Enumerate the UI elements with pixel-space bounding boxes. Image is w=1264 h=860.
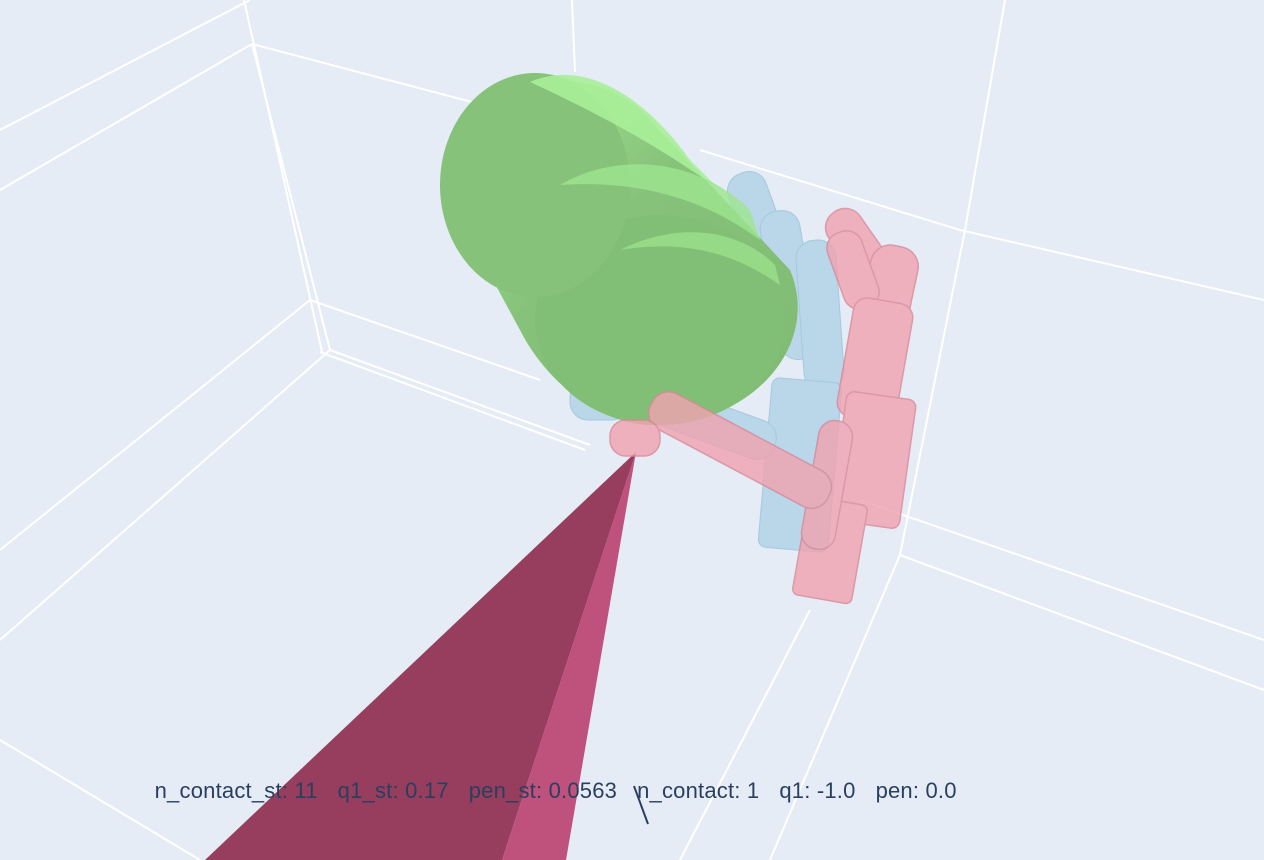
grasp-object-cylinder xyxy=(440,73,798,426)
hand-final-pose xyxy=(609,207,919,605)
n-contact-text: n_contact: 1 xyxy=(637,778,760,803)
n-contact-st-text: n_contact_st: 11 xyxy=(154,778,318,803)
pen-st-text: pen_st: 0.0563 xyxy=(468,778,618,803)
annotation-pointer xyxy=(633,785,649,825)
pen-text: pen: 0.0 xyxy=(875,778,957,803)
q1-text: q1: -1.0 xyxy=(779,778,856,803)
robot-arm xyxy=(205,452,636,860)
metrics-annotation: n_contact_st: 11 q1_st: 0.17 pen_st: 0.056… xyxy=(142,752,977,804)
q1-st-text: q1_st: 0.17 xyxy=(337,778,449,803)
